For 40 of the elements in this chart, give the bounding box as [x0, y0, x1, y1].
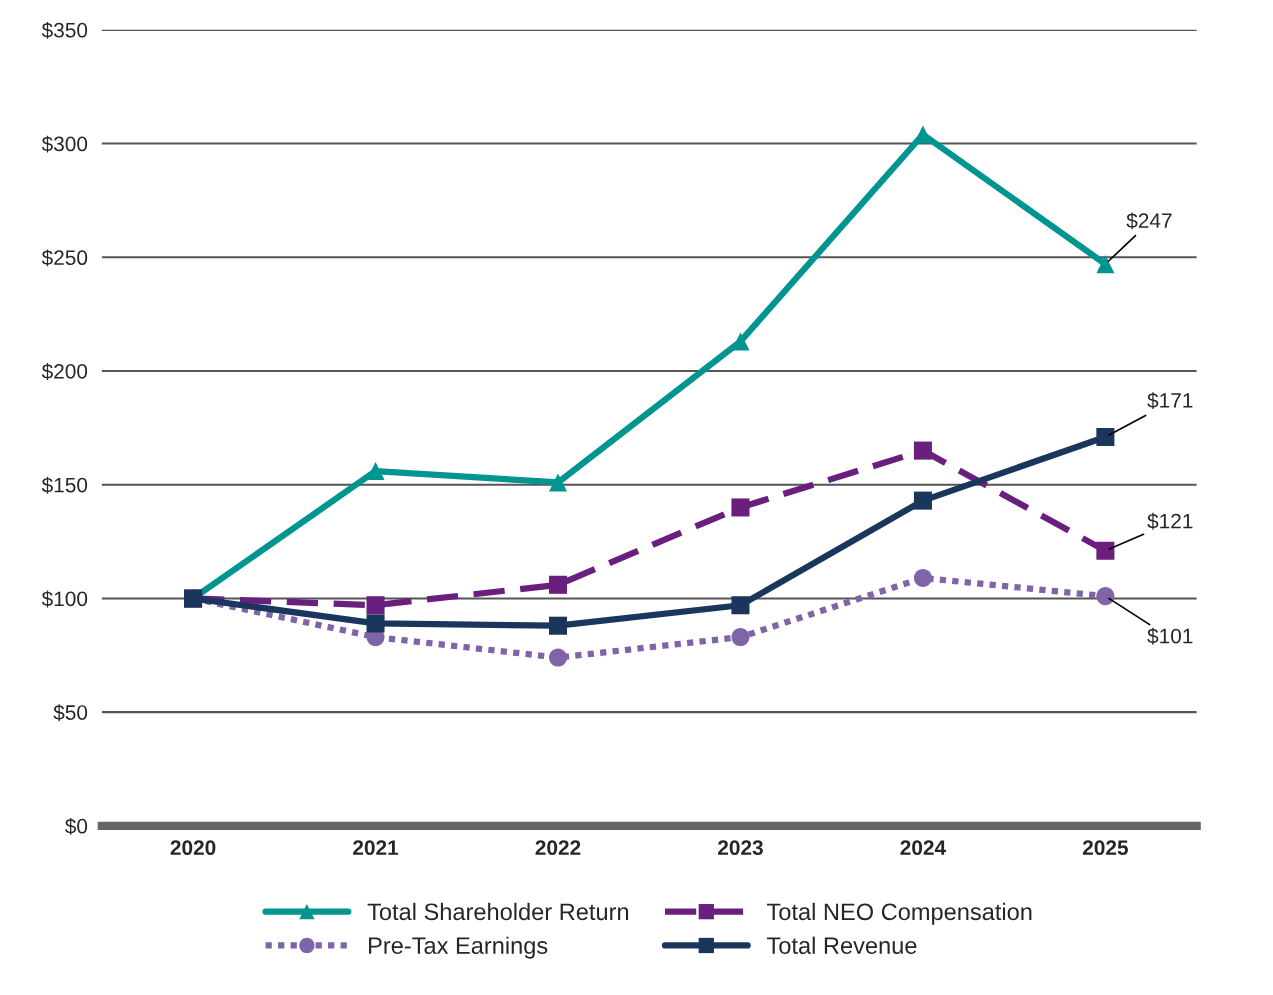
- point: [548, 575, 568, 594]
- point: [548, 648, 568, 667]
- legend-label: Pre-Tax Earnings: [369, 936, 548, 959]
- y-tick-label: $200: [41, 363, 88, 380]
- x-tick-label: 2022: [535, 840, 581, 856]
- legend-label: Total Shareholder Return: [367, 902, 629, 921]
- x-tick-label: 2021: [353, 840, 399, 856]
- point: [913, 491, 932, 510]
- point: [913, 441, 932, 460]
- y-tick-label: $250: [41, 249, 88, 267]
- x-tick-label: 2020: [170, 840, 216, 856]
- point: [366, 596, 385, 615]
- point: [548, 616, 568, 635]
- point: [731, 628, 750, 647]
- point: [366, 614, 385, 633]
- annotation: $171: [1147, 392, 1193, 410]
- annotation: $121: [1147, 512, 1193, 530]
- point: [366, 462, 385, 481]
- point: [731, 596, 750, 615]
- x-tick-label: 2023: [718, 840, 763, 856]
- y-tick-label: $0: [65, 817, 88, 835]
- point: [548, 473, 568, 492]
- legend-label: Total NEO Compensation: [767, 902, 1032, 925]
- point: [1096, 587, 1115, 606]
- point: [731, 498, 750, 517]
- y-tick-label: $50: [53, 704, 88, 722]
- y-tick-label: $300: [41, 135, 88, 153]
- legend-label: Total Revenue: [767, 936, 917, 954]
- point: [1096, 541, 1115, 560]
- annotation: $247: [1126, 212, 1172, 230]
- x-tick-label: 2024: [900, 840, 946, 856]
- point: [1096, 255, 1115, 274]
- point: [1096, 427, 1115, 446]
- annotation: $101: [1147, 627, 1193, 645]
- point: [913, 568, 932, 587]
- y-tick-label: $100: [41, 590, 88, 608]
- y-tick-label: $150: [41, 476, 88, 494]
- y-tick-label: $350: [41, 21, 88, 39]
- point: [731, 332, 750, 351]
- x-tick-label: 2025: [1082, 840, 1128, 856]
